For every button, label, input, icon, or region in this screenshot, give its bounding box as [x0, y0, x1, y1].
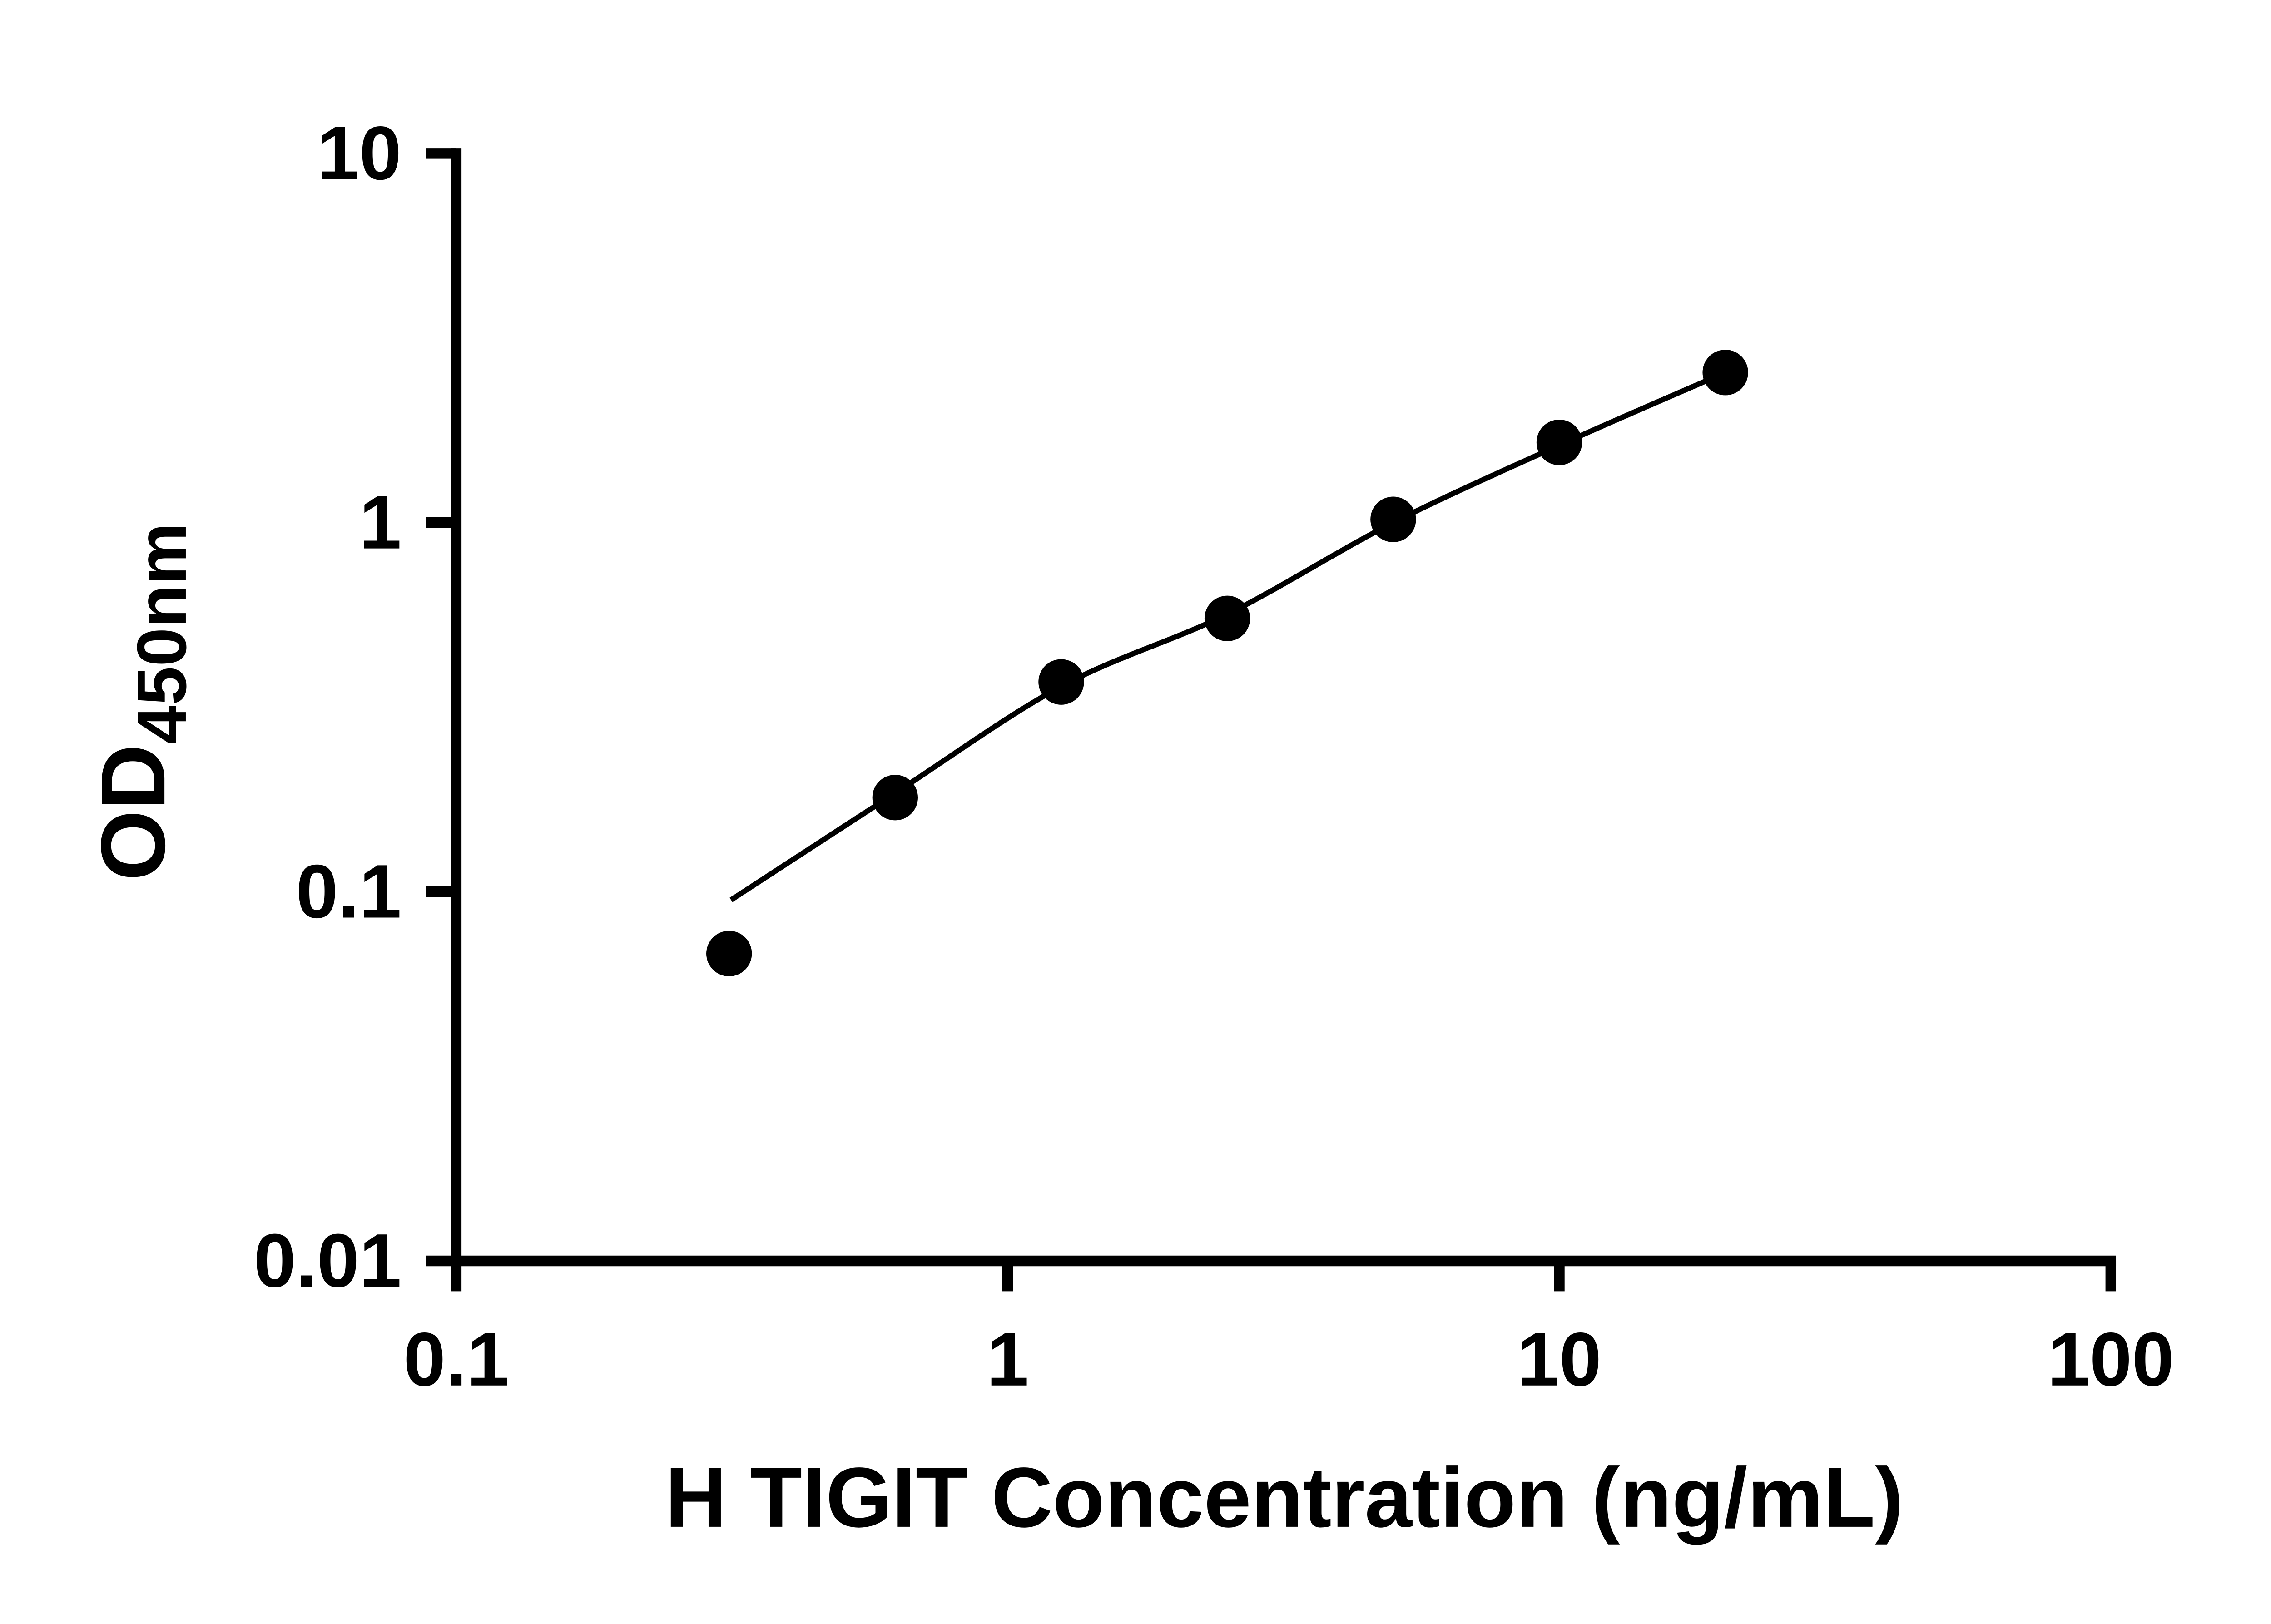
y-tick-label: 1: [359, 480, 402, 565]
data-point: [1536, 419, 1582, 465]
x-tick-label: 1: [987, 1317, 1029, 1402]
y-axis-title-subscript: 450nm: [123, 523, 201, 744]
data-point: [1204, 595, 1250, 642]
data-point: [1038, 659, 1084, 705]
x-tick-label: 10: [1517, 1317, 1602, 1402]
y-axis-title: OD450nm: [82, 523, 201, 881]
data-point: [872, 775, 918, 821]
y-axis-title-base: OD: [82, 744, 184, 881]
axes: [451, 148, 2117, 1267]
y-tick-label: 0.01: [253, 1218, 402, 1303]
data-point: [706, 931, 752, 976]
axis-frame: [451, 148, 2117, 1267]
data-point: [1702, 350, 1748, 396]
y-tick-label: 10: [317, 111, 402, 196]
x-tick-label: 0.1: [403, 1317, 509, 1402]
data-point: [1370, 496, 1416, 542]
y-tick-label: 0.1: [296, 849, 402, 934]
tick-marks: [426, 148, 2117, 1292]
x-tick-label: 100: [2048, 1317, 2174, 1402]
data-points-layer: [706, 350, 1748, 976]
x-axis-title: H TIGIT Concentration (ng/mL): [665, 1450, 1903, 1545]
